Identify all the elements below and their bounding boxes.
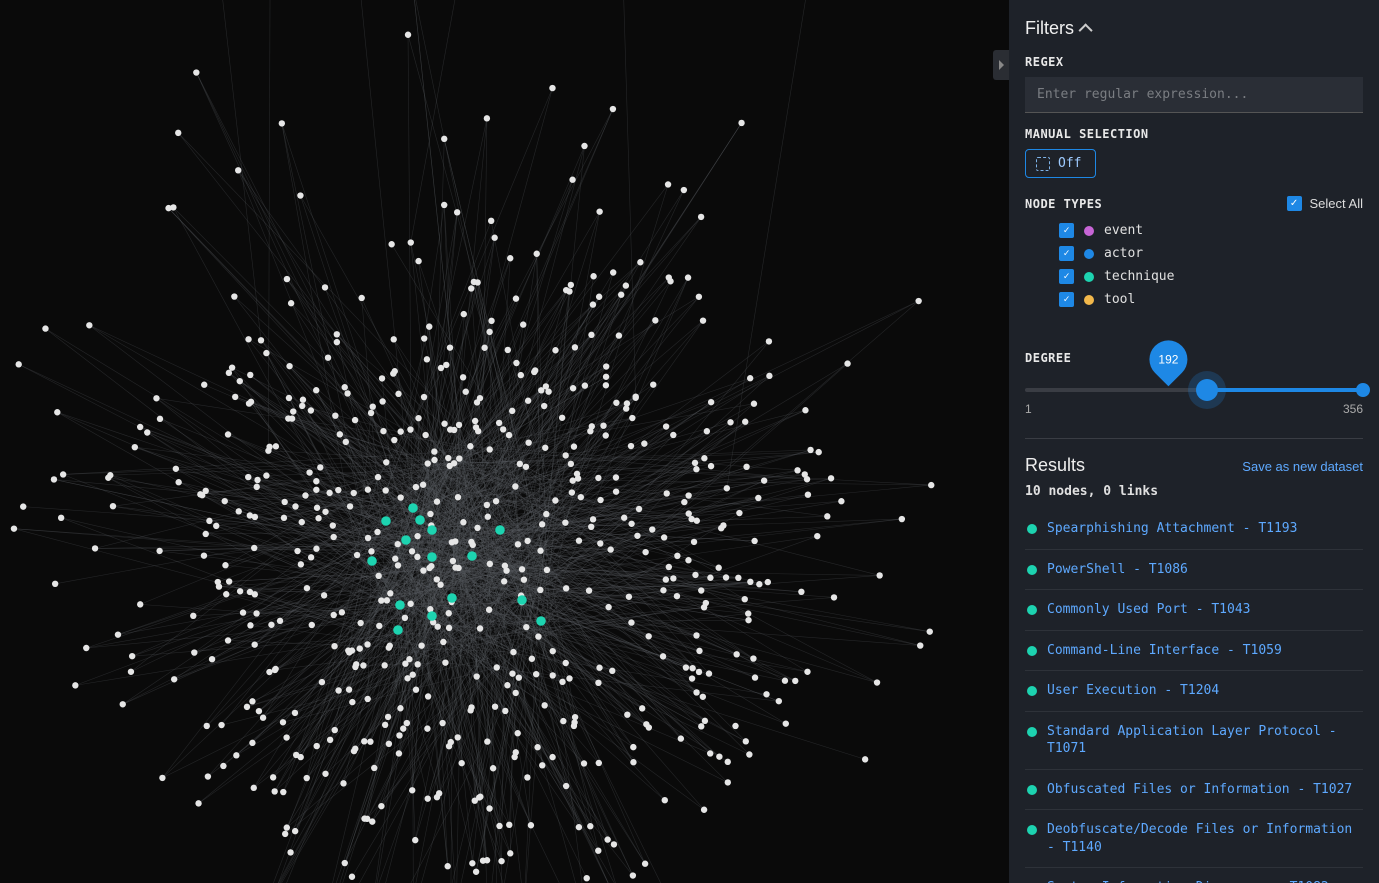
chevron-up-icon [1079, 23, 1093, 37]
result-swatch [1027, 825, 1037, 835]
node-type-swatch [1084, 295, 1094, 305]
node-type-list: event actor technique tool [1025, 211, 1363, 311]
degree-balloon-value: 192 [1158, 352, 1178, 366]
node-type-swatch [1084, 272, 1094, 282]
result-label: Standard Application Layer Protocol - T1… [1047, 723, 1361, 758]
result-swatch [1027, 646, 1037, 656]
regex-input[interactable] [1025, 77, 1363, 113]
result-label: Commonly Used Port - T1043 [1047, 601, 1251, 619]
result-item[interactable]: Spearphishing Attachment - T1193 [1025, 509, 1363, 550]
result-label: Obfuscated Files or Information - T1027 [1047, 781, 1352, 799]
node-type-label: actor [1104, 246, 1143, 261]
manual-selection-label: MANUAL SELECTION [1025, 127, 1363, 141]
manual-selection-toggle[interactable]: Off [1025, 149, 1096, 178]
node-type-swatch [1084, 226, 1094, 236]
node-type-swatch [1084, 249, 1094, 259]
result-label: System Information Discovery - T1082 [1047, 879, 1329, 883]
node-type-row[interactable]: actor [1059, 242, 1363, 265]
filters-panel: Filters REGEX MANUAL SELECTION Off NODE … [1009, 0, 1379, 883]
graph-canvas[interactable] [0, 0, 1009, 883]
select-all-label: Select All [1310, 196, 1363, 211]
result-label: Command-Line Interface - T1059 [1047, 642, 1282, 660]
degree-slider-low-thumb[interactable]: 192 [1196, 379, 1218, 401]
result-swatch [1027, 785, 1037, 795]
node-type-row[interactable]: event [1059, 219, 1363, 242]
node-type-checkbox[interactable] [1059, 269, 1074, 284]
result-item[interactable]: Standard Application Layer Protocol - T1… [1025, 712, 1363, 770]
results-title: Results [1025, 455, 1085, 476]
result-item[interactable]: PowerShell - T1086 [1025, 550, 1363, 591]
node-type-checkbox[interactable] [1059, 292, 1074, 307]
results-summary: 10 nodes, 0 links [1025, 484, 1363, 499]
result-item[interactable]: User Execution - T1204 [1025, 671, 1363, 712]
degree-min: 1 [1025, 402, 1032, 416]
node-type-label: event [1104, 223, 1143, 238]
filters-title: Filters [1025, 18, 1074, 39]
node-types-label: NODE TYPES [1025, 197, 1102, 211]
result-label: PowerShell - T1086 [1047, 561, 1188, 579]
result-item[interactable]: Obfuscated Files or Information - T1027 [1025, 770, 1363, 811]
degree-slider-track[interactable]: 192 [1025, 388, 1363, 392]
results-list: Spearphishing Attachment - T1193 PowerShe… [1025, 509, 1363, 883]
node-type-label: technique [1104, 269, 1174, 284]
divider [1025, 438, 1363, 439]
result-swatch [1027, 524, 1037, 534]
node-type-label: tool [1104, 292, 1135, 307]
result-item[interactable]: Command-Line Interface - T1059 [1025, 631, 1363, 672]
degree-label: DEGREE [1025, 351, 1071, 365]
save-dataset-link[interactable]: Save as new dataset [1242, 459, 1363, 474]
regex-label: REGEX [1025, 55, 1363, 69]
select-all-control[interactable]: Select All [1287, 196, 1363, 211]
degree-slider-high-thumb[interactable] [1356, 383, 1370, 397]
node-type-checkbox[interactable] [1059, 246, 1074, 261]
result-swatch [1027, 727, 1037, 737]
result-item[interactable]: Deobfuscate/Decode Files or Information … [1025, 810, 1363, 868]
result-item[interactable]: System Information Discovery - T1082 [1025, 868, 1363, 883]
filters-header[interactable]: Filters [1025, 18, 1363, 39]
node-type-row[interactable]: technique [1059, 265, 1363, 288]
sidebar-collapse-handle[interactable] [993, 50, 1009, 80]
degree-max: 356 [1343, 402, 1363, 416]
selection-box-icon [1036, 157, 1050, 171]
result-label: Spearphishing Attachment - T1193 [1047, 520, 1297, 538]
result-swatch [1027, 605, 1037, 615]
result-label: Deobfuscate/Decode Files or Information … [1047, 821, 1361, 856]
node-type-row[interactable]: tool [1059, 288, 1363, 311]
result-label: User Execution - T1204 [1047, 682, 1219, 700]
select-all-checkbox[interactable] [1287, 196, 1302, 211]
result-swatch [1027, 565, 1037, 575]
node-type-checkbox[interactable] [1059, 223, 1074, 238]
result-item[interactable]: Commonly Used Port - T1043 [1025, 590, 1363, 631]
result-swatch [1027, 686, 1037, 696]
manual-selection-state: Off [1058, 156, 1081, 171]
